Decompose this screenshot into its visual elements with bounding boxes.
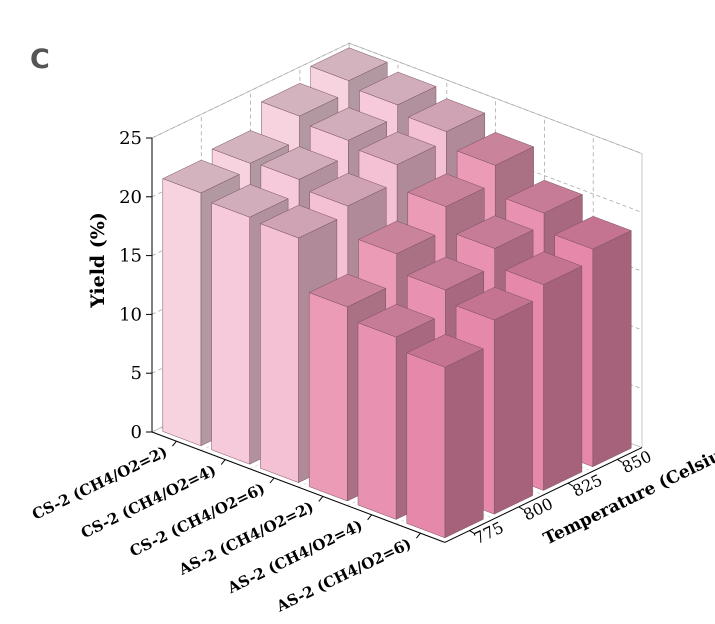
bar-top xyxy=(358,131,437,165)
bar-top xyxy=(308,273,387,308)
bar-front xyxy=(406,352,446,539)
temperature-tick xyxy=(469,530,475,534)
bar-top xyxy=(357,304,436,338)
z-tick-label: 25 xyxy=(119,128,142,149)
bar-top xyxy=(309,107,388,141)
bar-top xyxy=(455,215,534,249)
bar-top xyxy=(407,173,485,207)
bar-side xyxy=(592,230,632,468)
z-axis-title: Yield (%) xyxy=(87,212,109,309)
bar-front xyxy=(260,223,299,483)
bar-top xyxy=(162,159,240,194)
bar-top xyxy=(406,334,484,368)
bar-front xyxy=(308,292,348,502)
bar-side xyxy=(444,348,484,539)
sample-tick xyxy=(220,459,226,465)
bar-top xyxy=(406,256,485,291)
sample-label: CS-2 (CH4/O2=2) xyxy=(29,443,170,524)
temperature-tick xyxy=(567,482,574,487)
bar-top xyxy=(260,83,339,117)
temperature-tick xyxy=(617,459,623,463)
z-tick-label: 0 xyxy=(131,422,142,443)
bar-front xyxy=(357,322,397,520)
sample-tick xyxy=(269,477,275,484)
bars xyxy=(162,47,632,539)
bar-top xyxy=(455,286,534,321)
sample-tick xyxy=(318,496,324,502)
temperature-tick xyxy=(518,506,525,511)
bar-top xyxy=(456,132,535,166)
z-tick-label: 5 xyxy=(131,363,142,384)
z-axis: 0 5 10 15 20 25 Yield (%) xyxy=(87,128,153,443)
bar-top xyxy=(211,130,290,164)
bar-side xyxy=(543,265,583,491)
z-tick-label: 10 xyxy=(119,304,142,325)
z-tick-label: 15 xyxy=(119,246,142,267)
bar-top xyxy=(358,71,437,106)
bar-side xyxy=(493,301,533,515)
bar-top xyxy=(357,220,436,255)
bar-top xyxy=(309,172,387,207)
sample-tick xyxy=(172,440,177,447)
sample-axis-line xyxy=(151,431,445,543)
bar xyxy=(406,334,484,539)
panel-label: C xyxy=(30,44,50,75)
bar-front xyxy=(162,178,202,447)
temperature-axis-line xyxy=(444,447,643,543)
bar-top xyxy=(505,179,584,214)
bar-top xyxy=(504,251,583,285)
bar-top xyxy=(407,98,486,132)
bar-top xyxy=(259,204,338,239)
z-tick-label: 20 xyxy=(119,187,142,208)
bar-top xyxy=(260,146,339,180)
bar-top xyxy=(554,216,632,250)
z-gridline xyxy=(151,42,643,154)
bar-top xyxy=(210,184,289,218)
bar-top xyxy=(310,47,388,81)
sample-tick xyxy=(416,532,421,539)
bar-front xyxy=(211,202,250,465)
sample-tick xyxy=(367,514,372,521)
